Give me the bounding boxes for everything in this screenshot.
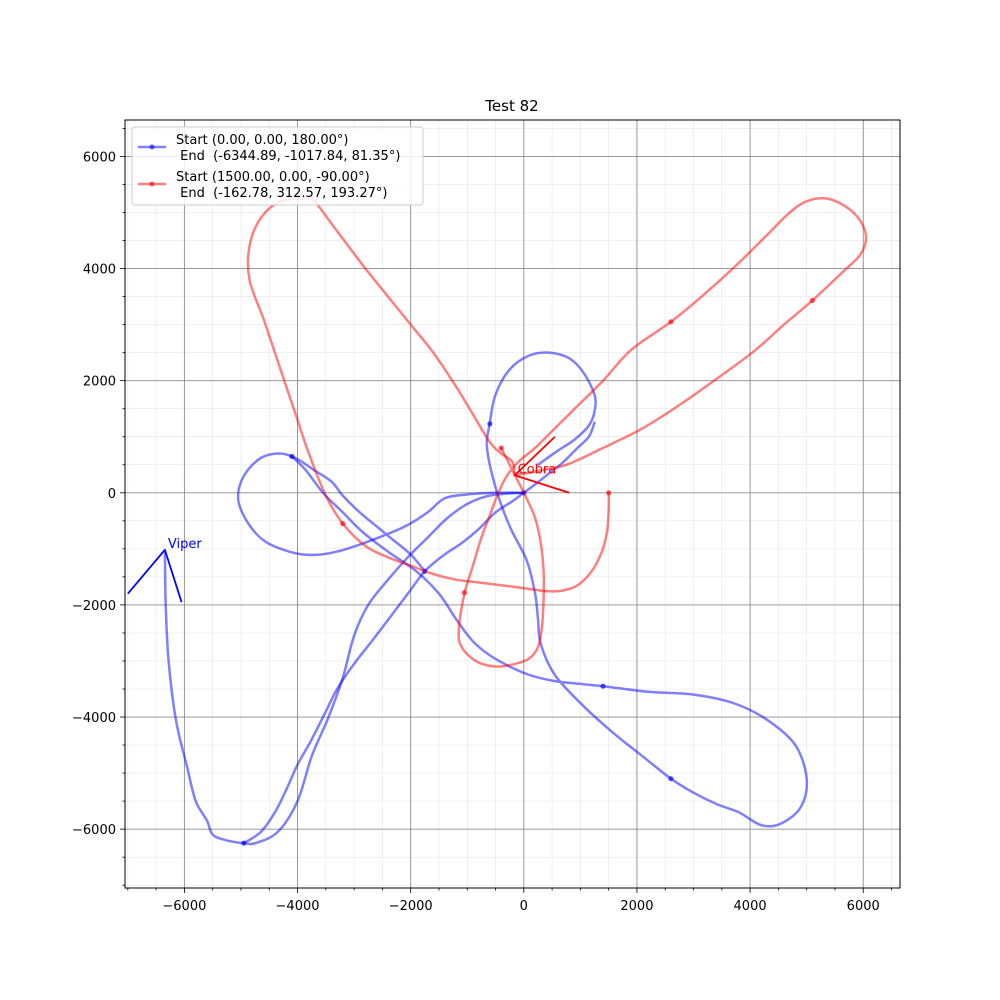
series-2	[246, 196, 868, 668]
y-tick-label: −4000	[72, 711, 116, 726]
x-tick-label: 2000	[620, 899, 653, 914]
x-tick-label: −2000	[389, 899, 433, 914]
series-1-trajectory-segment	[163, 491, 526, 846]
series-1-point	[668, 776, 674, 782]
series-1-point	[289, 453, 295, 459]
legend-marker-series-2	[149, 181, 155, 187]
legend-label-series-1-line-1: Start (0.00, 0.00, 180.00°)	[176, 133, 348, 148]
legend-marker-series-1	[149, 144, 155, 150]
plot-area: Viper Cobra	[124, 119, 901, 889]
plot-background	[125, 120, 900, 888]
x-tick-label: 0	[520, 899, 528, 914]
legend: Start (0.00, 0.00, 180.00°) End (-6344.8…	[131, 126, 424, 206]
series-1-point	[241, 840, 247, 846]
series-2-point	[340, 521, 346, 527]
x-tick-label: 4000	[734, 899, 767, 914]
chart-title: Test 82	[484, 97, 538, 115]
legend-label-series-2-line-2: End (-162.78, 312.57, 193.27°)	[176, 186, 387, 201]
series-1-point	[600, 683, 606, 689]
x-axis: −6000 −4000 −2000 0 2000 4000 6000	[127, 888, 892, 914]
series-2-point	[668, 319, 674, 325]
legend-box	[131, 126, 424, 206]
vehicle-heading-line	[164, 549, 183, 603]
annotation-layer: Viper Cobra	[127, 436, 570, 603]
plot-frame	[124, 119, 901, 889]
x-tick-label: −6000	[162, 899, 206, 914]
vehicle-label: Cobra	[518, 462, 557, 477]
series-2-trajectory-segment	[457, 196, 868, 668]
legend-label-series-1-line-2: End (-6344.89, -1017.84, 81.35°)	[176, 149, 400, 164]
vehicle-heading-line	[513, 436, 556, 476]
vehicle-label: Viper	[168, 537, 202, 552]
series-2-trajectory-segment	[246, 197, 611, 593]
y-axis: −6000 −4000 −2000 0 2000 4000 6000	[72, 128, 125, 886]
y-tick-label: 4000	[83, 263, 116, 278]
series-2-point	[461, 589, 468, 596]
vehicle-heading-line	[127, 549, 166, 595]
vehicle-viper: Viper	[127, 537, 202, 603]
y-tick-label: −2000	[72, 599, 116, 614]
legend-label-series-2-line-1: Start (1500.00, 0.00, -90.00°)	[176, 170, 370, 185]
series-1-point	[487, 421, 493, 427]
y-tick-label: −6000	[72, 823, 116, 838]
series-layer	[163, 196, 868, 846]
y-tick-label: 2000	[83, 375, 116, 390]
y-tick-label: 6000	[83, 150, 116, 165]
series-1-trajectory-segment	[290, 351, 809, 828]
y-tick-label: 0	[108, 487, 116, 502]
series-2-point	[606, 490, 612, 496]
vehicle-heading-line	[514, 474, 570, 494]
series-2-point	[809, 297, 815, 304]
series-2-point	[498, 445, 504, 451]
series-1-trajectory-segment	[236, 452, 526, 573]
vehicle-cobra: Cobra	[513, 436, 570, 494]
x-tick-label: −4000	[276, 899, 320, 914]
x-tick-label: 6000	[847, 899, 880, 914]
